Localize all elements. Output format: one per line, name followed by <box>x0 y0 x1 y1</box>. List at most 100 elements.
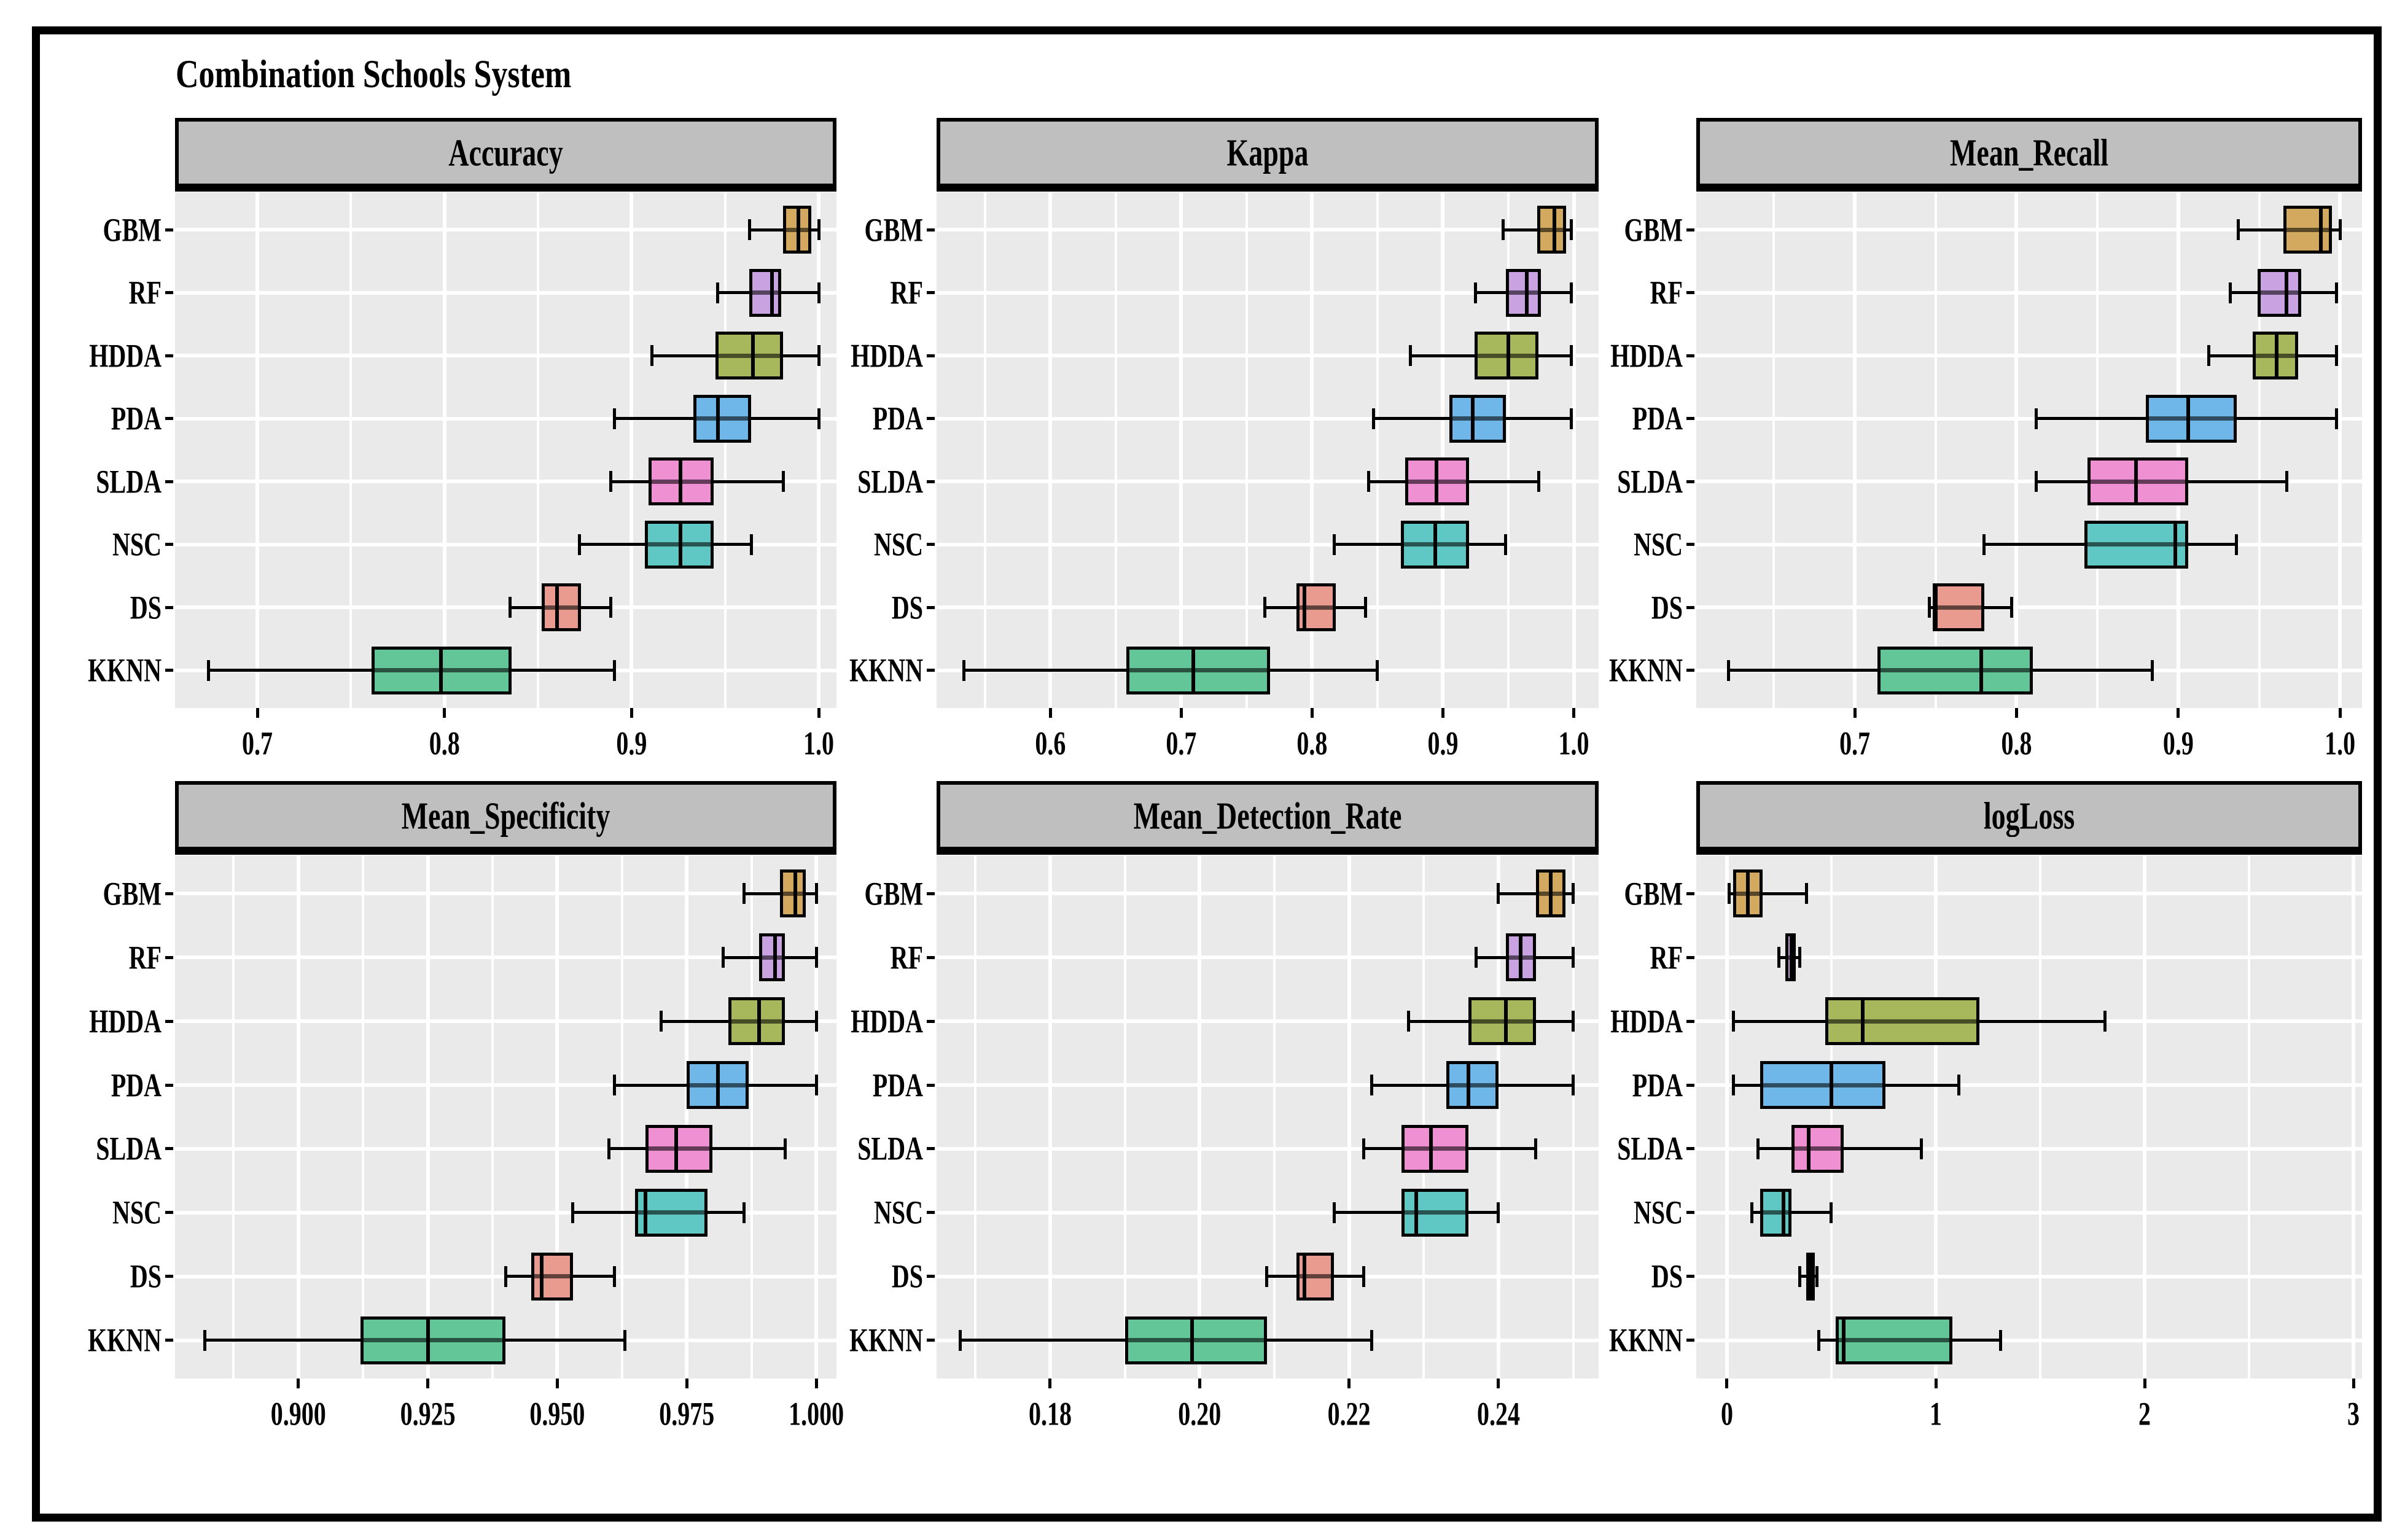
x-tick <box>685 1379 688 1388</box>
x-tick-label: 1.000 <box>789 1394 844 1433</box>
category-label-RF: RF <box>1650 274 1683 312</box>
box-through-line-PDA <box>696 416 749 421</box>
strip-label: Mean_Detection_Rate <box>1133 795 1402 837</box>
x-grid-minor <box>723 192 727 708</box>
category-label-RF: RF <box>890 274 923 312</box>
category-tick <box>927 1147 935 1151</box>
whisker-cap-low-NSC <box>577 534 581 555</box>
y-grid-NSC <box>175 542 836 546</box>
x-tick <box>1934 1379 1938 1388</box>
box-through-line-KKNN <box>1880 668 2030 673</box>
median-line-HDDA <box>1504 997 1508 1046</box>
whisker-cap-high-RF <box>1798 947 1802 968</box>
y-grid-RF <box>175 955 836 960</box>
whisker-cap-high-RF <box>1569 282 1573 303</box>
x-grid-major <box>555 855 559 1379</box>
whisker-cap-low-GBM <box>747 219 751 241</box>
median-line-NSC <box>1433 520 1437 569</box>
median-line-NSC <box>1414 1188 1419 1237</box>
y-grid-SLDA <box>1696 480 2362 484</box>
x-tick <box>1441 708 1444 718</box>
median-line-HDDA <box>1507 332 1510 380</box>
x-grid-minor <box>1376 192 1379 708</box>
box-through-line-KKNN <box>1838 1338 1950 1343</box>
x-grid-major <box>2014 192 2019 708</box>
category-tick <box>165 605 173 609</box>
y-grid-GBM <box>937 892 1599 896</box>
median-line-SLDA <box>1434 457 1438 506</box>
whisker-cap-high-KKNN <box>613 659 617 681</box>
whisker-cap-low-GBM <box>1501 219 1505 241</box>
category-label-HDDA: HDDA <box>851 336 923 375</box>
whisker-cap-low-PDA <box>1731 1075 1735 1096</box>
category-tick <box>165 291 173 295</box>
whisker-cap-low-HDDA <box>2207 345 2211 367</box>
x-grid-minor <box>232 855 235 1379</box>
whisker-cap-high-NSC <box>1497 1202 1500 1223</box>
whisker-cap-low-SLDA <box>609 471 613 492</box>
category-tick <box>927 1211 935 1215</box>
whisker-line-NSC <box>1752 1211 1831 1215</box>
y-grid-SLDA <box>175 1146 836 1151</box>
x-grid-major <box>817 192 821 708</box>
x-grid-minor <box>983 192 986 708</box>
y-grid-DS <box>175 605 836 610</box>
category-tick <box>1686 543 1694 546</box>
x-tick-label: 0.950 <box>529 1394 585 1433</box>
y-grid-HDDA <box>175 1019 836 1024</box>
y-grid-RF <box>937 955 1599 960</box>
category-label-GBM: GBM <box>103 874 162 912</box>
x-tick <box>1725 1379 1729 1388</box>
median-line-HDDA <box>1861 997 1865 1046</box>
whisker-cap-low-NSC <box>1332 1202 1336 1223</box>
outer-frame-right <box>2374 26 2382 1522</box>
category-tick <box>927 480 935 483</box>
median-line-PDA <box>715 394 720 443</box>
x-tick <box>2352 1379 2355 1388</box>
panel-Kappa <box>937 192 1599 708</box>
whisker-cap-low-SLDA <box>607 1138 611 1159</box>
x-grid-major <box>296 855 300 1379</box>
x-tick-label: 0.18 <box>1028 1394 1072 1433</box>
x-tick <box>2143 1379 2146 1388</box>
strip-label: Mean_Recall <box>1949 131 2109 174</box>
category-tick <box>927 955 935 959</box>
category-tick <box>927 1019 935 1023</box>
whisker-cap-low-HDDA <box>1407 1011 1411 1032</box>
y-grid-DS <box>1696 605 2362 610</box>
x-grid-minor <box>537 192 540 708</box>
whisker-cap-high-SLDA <box>784 1138 787 1159</box>
category-label-NSC: NSC <box>112 526 162 564</box>
whisker-cap-high-PDA <box>1957 1075 1960 1096</box>
category-tick <box>927 1339 935 1342</box>
whisker-cap-low-DS <box>1927 597 1931 618</box>
category-label-SLDA: SLDA <box>857 462 923 500</box>
whisker-cap-high-NSC <box>742 1202 746 1223</box>
x-tick-label: 0.9 <box>616 724 647 762</box>
whisker-cap-low-HDDA <box>659 1011 663 1032</box>
category-tick <box>165 228 173 231</box>
panel-strip-logLoss: logLoss <box>1696 781 2362 855</box>
whisker-cap-high-DS <box>612 1266 616 1287</box>
category-label-DS: DS <box>130 1258 162 1296</box>
median-line-NSC <box>2173 520 2177 569</box>
x-grid-minor <box>1245 192 1248 708</box>
box-through-line-GBM <box>2286 227 2329 232</box>
median-line-NSC <box>678 520 682 569</box>
whisker-cap-low-NSC <box>571 1202 575 1223</box>
x-grid-major <box>1347 855 1351 1379</box>
box-through-line-KKNN <box>1128 1338 1264 1343</box>
median-line-DS <box>1808 1252 1812 1301</box>
x-tick-label: 0.6 <box>1035 724 1066 762</box>
category-tick <box>165 417 173 421</box>
median-line-RF <box>1519 933 1523 982</box>
whisker-cap-low-RF <box>1474 282 1478 303</box>
median-line-GBM <box>1549 869 1553 918</box>
category-tick <box>1686 1083 1694 1087</box>
median-line-SLDA <box>674 1124 679 1173</box>
x-tick <box>2177 708 2180 718</box>
median-line-HDDA <box>751 332 755 380</box>
chart-title: Combination Schools System <box>176 52 572 97</box>
x-tick <box>1310 708 1314 718</box>
